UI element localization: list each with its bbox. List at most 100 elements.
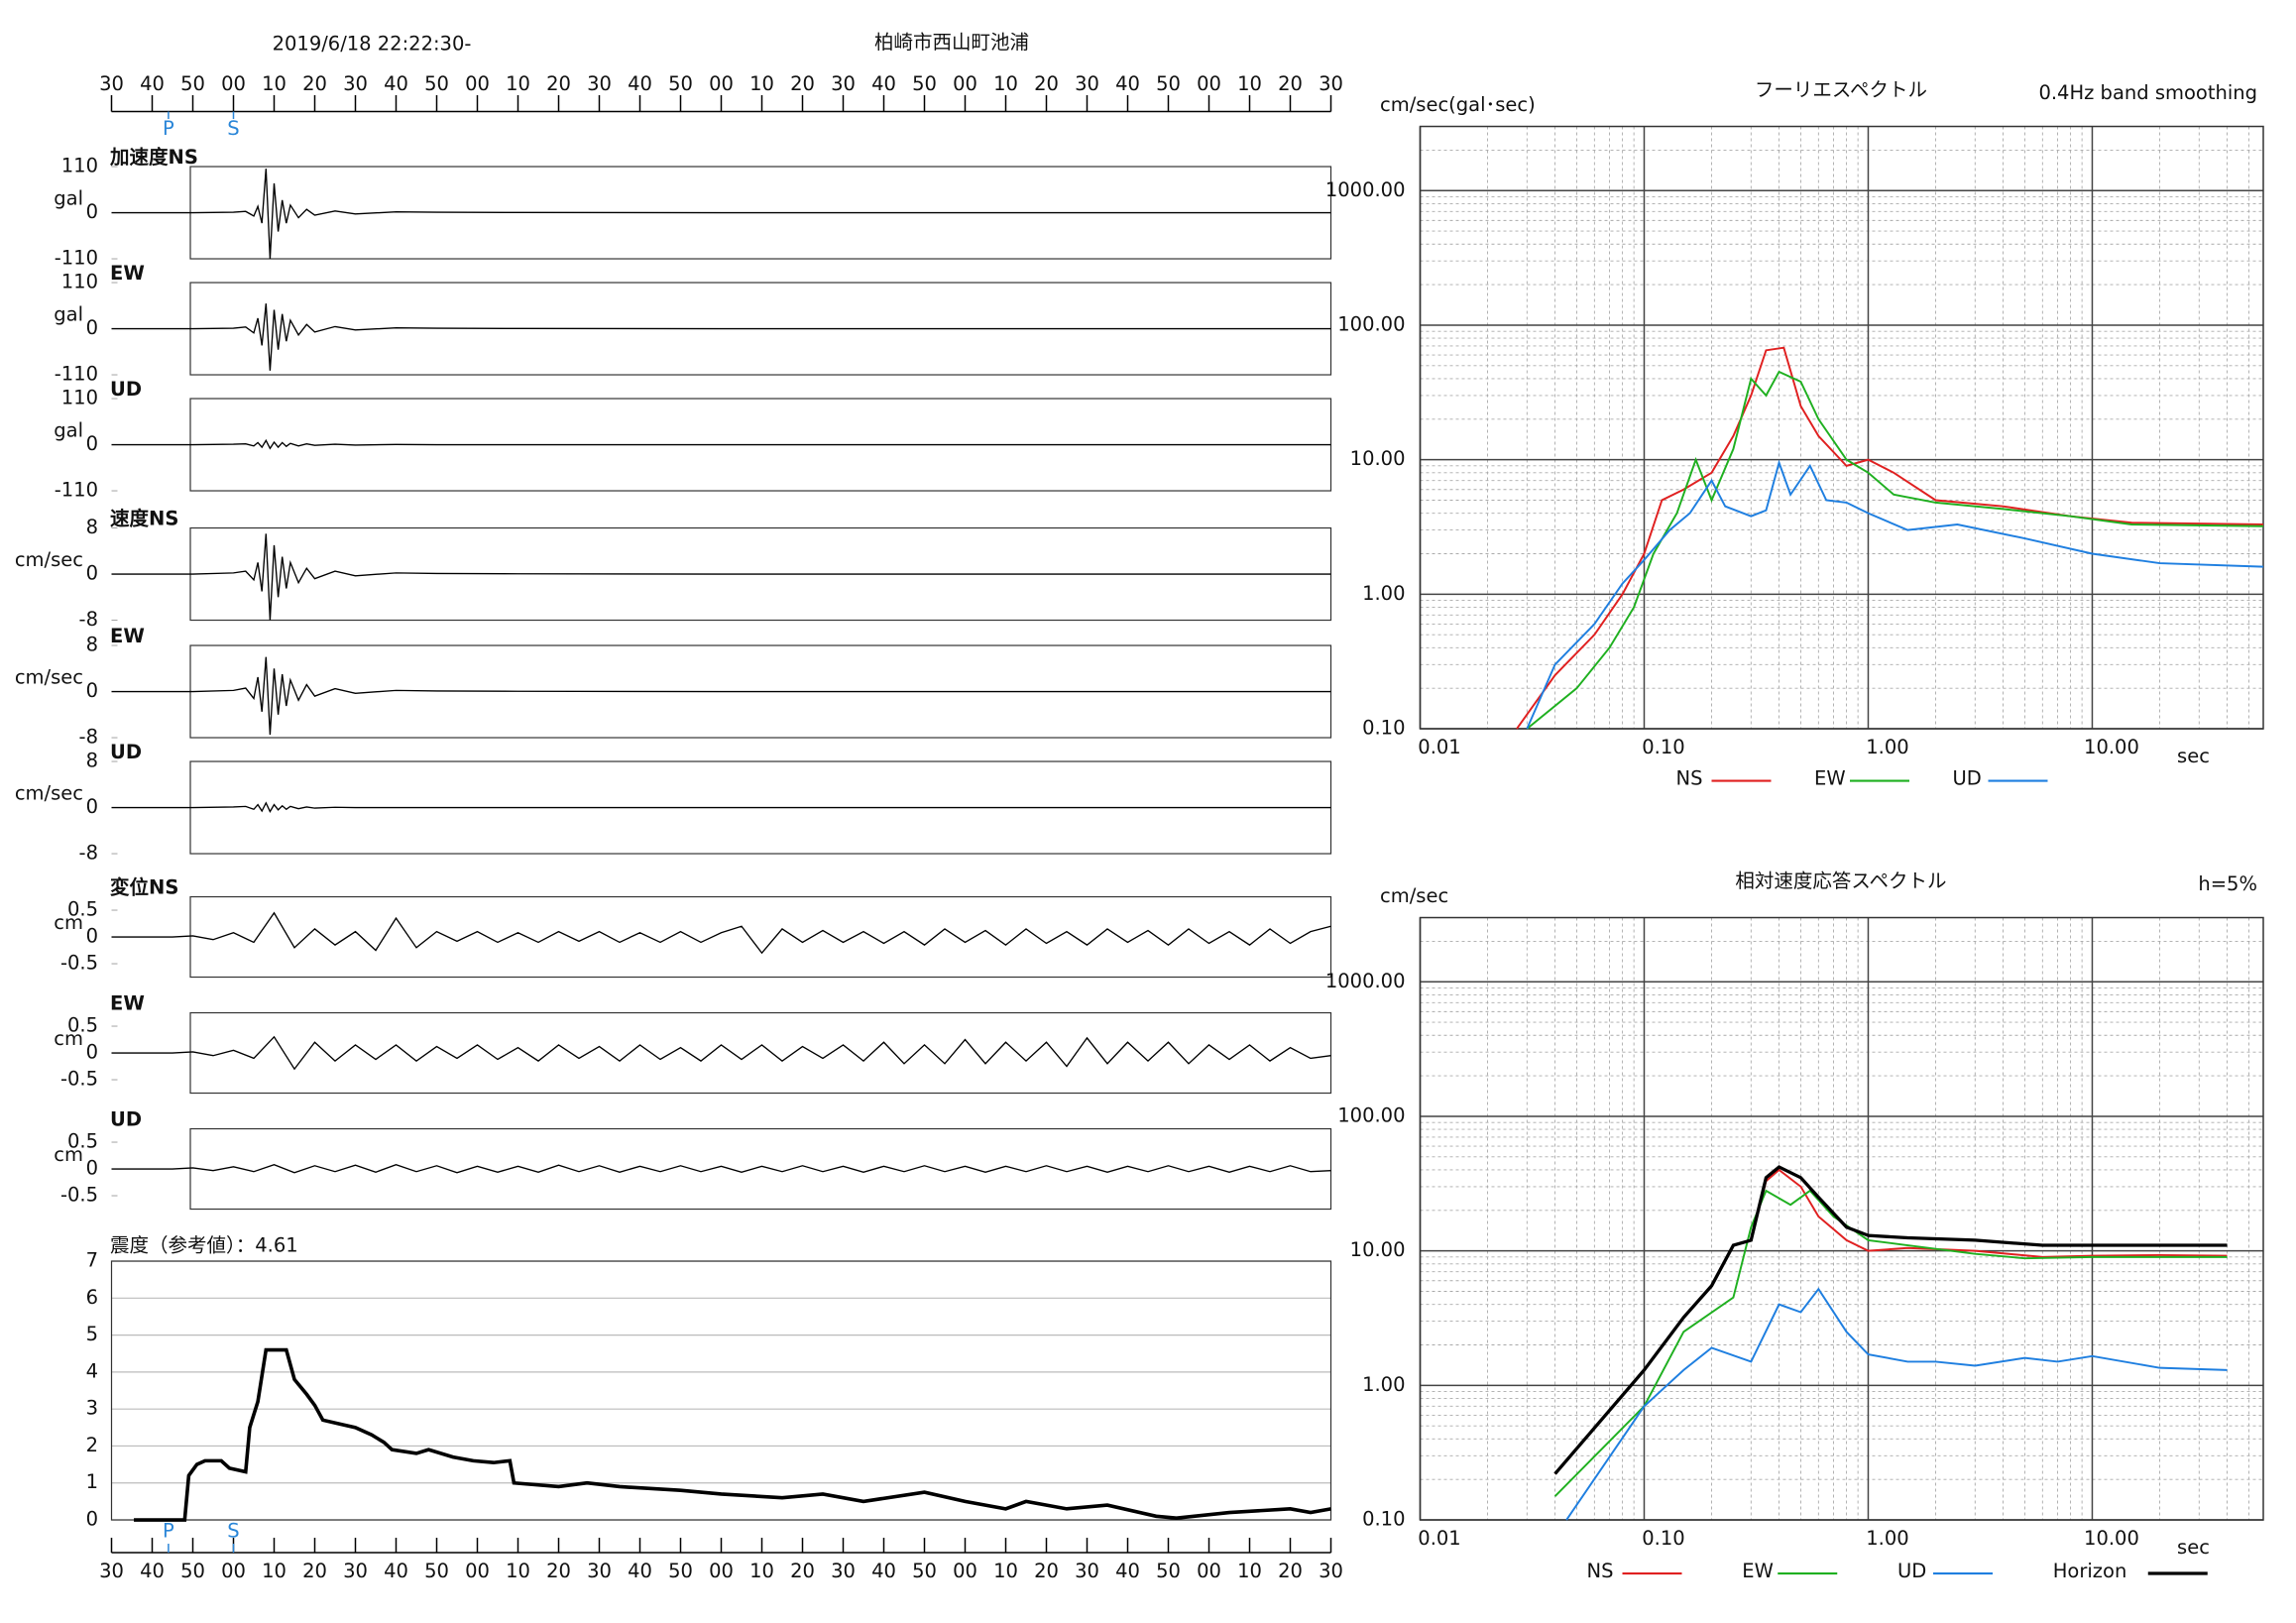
y-tick-label: 110 xyxy=(61,387,98,409)
time-tick-label: 30 xyxy=(831,1560,856,1582)
spectrum-line xyxy=(1553,1165,2228,1475)
panel-label: EW xyxy=(110,625,145,647)
time-tick-label: 10 xyxy=(262,72,287,95)
plot-frame xyxy=(1419,125,2264,730)
y-tick-label: -0.5 xyxy=(60,1068,98,1091)
legend-label: EW xyxy=(1742,1560,1774,1582)
x-tick-label: 0.01 xyxy=(1418,736,1460,758)
component-label: EW xyxy=(110,625,145,647)
time-tick-label: 10 xyxy=(1237,1560,1262,1582)
x-tick-label: 10.00 xyxy=(2084,736,2139,758)
y-tick-label: 8 xyxy=(86,516,98,538)
legend-label: Horizon xyxy=(2053,1560,2127,1582)
unit-label: cm xyxy=(54,911,83,934)
panel-frame xyxy=(189,895,1332,979)
time-tick-label: 30 xyxy=(1075,72,1099,95)
y-tick-label: 1000.00 xyxy=(1325,178,1406,201)
y-tick-label: 0.10 xyxy=(1362,717,1405,740)
spectrum-line xyxy=(1553,1168,2228,1475)
legend-label: UD xyxy=(1897,1560,1926,1582)
time-tick-label: 10 xyxy=(993,1560,1018,1582)
waveform xyxy=(111,438,1331,450)
phase-label: S xyxy=(227,1520,239,1543)
unit-label: cm/sec xyxy=(15,666,83,689)
time-tick-label: 00 xyxy=(1197,1560,1221,1582)
y-tick-label: 8 xyxy=(86,634,98,656)
spectrum-line xyxy=(1516,346,2264,730)
plot-frame xyxy=(1419,916,2264,1521)
time-tick-label: 20 xyxy=(1278,72,1303,95)
x-tick-label: 0.10 xyxy=(1642,736,1684,758)
unit-label: cm/sec xyxy=(15,782,83,805)
y-tick-label: 0 xyxy=(86,316,98,339)
quantity-label: 加速度 xyxy=(109,146,169,169)
y-tick-label: 100.00 xyxy=(1337,1103,1405,1126)
time-tick-label: 50 xyxy=(1156,72,1181,95)
y-tick-label: 3 xyxy=(86,1397,98,1420)
spectrum-title: 相対速度応答スペクトル xyxy=(1735,869,1946,892)
time-tick-label: 00 xyxy=(221,72,246,95)
time-tick-label: 30 xyxy=(99,72,124,95)
legend-label: NS xyxy=(1587,1560,1614,1582)
time-tick-label: 40 xyxy=(1115,1560,1140,1582)
x-tick-label: 1.00 xyxy=(1866,736,1908,758)
time-tick-label: 00 xyxy=(953,72,977,95)
time-tick-label: 10 xyxy=(506,72,530,95)
unit-label: gal xyxy=(54,303,83,326)
phase-label: S xyxy=(227,117,239,140)
time-tick-label: 40 xyxy=(628,72,652,95)
time-tick-label: 40 xyxy=(140,72,165,95)
time-tick-label: 30 xyxy=(587,72,612,95)
spectrum-line xyxy=(1526,459,2264,730)
y-tick-label: -8 xyxy=(79,726,98,749)
y-tick-label: -110 xyxy=(55,247,98,270)
y-tick-label: 6 xyxy=(86,1286,98,1309)
time-tick-label: 40 xyxy=(628,1560,652,1582)
y-tick-label: 0 xyxy=(86,1157,98,1180)
y-tick-label: 1000.00 xyxy=(1325,970,1406,992)
y-tick-label: 0 xyxy=(86,679,98,702)
panel-frame xyxy=(110,1260,1332,1521)
y-tick-label: -8 xyxy=(79,608,98,631)
time-tick-label: 20 xyxy=(790,1560,815,1582)
x-tick-label: 0.01 xyxy=(1418,1527,1460,1550)
y-tick-label: 110 xyxy=(61,271,98,293)
waveform xyxy=(111,1163,1331,1174)
x-axis-label: sec xyxy=(2177,745,2210,767)
waveform xyxy=(111,533,1331,621)
time-tick-label: 20 xyxy=(1278,1560,1303,1582)
time-tick-label: 40 xyxy=(871,72,896,95)
spectrum-line xyxy=(1553,1189,2228,1497)
intensity-title: 震度（参考値）：4.61 xyxy=(110,1234,298,1257)
waveform xyxy=(111,911,1331,955)
waveform xyxy=(111,169,1331,260)
y-tick-label: -0.5 xyxy=(60,952,98,975)
waveform xyxy=(111,1035,1331,1071)
time-tick-label: 50 xyxy=(424,72,449,95)
y-tick-label: 0.5 xyxy=(67,1014,98,1037)
component-label: UD xyxy=(110,1107,142,1130)
time-tick-label: 20 xyxy=(302,1560,327,1582)
y-tick-label: 4 xyxy=(86,1359,98,1382)
y-tick-label: 8 xyxy=(86,750,98,772)
y-tick-label: 0 xyxy=(86,432,98,455)
waveform xyxy=(111,656,1331,736)
panel-label: 変位NS xyxy=(110,875,178,898)
intensity-line xyxy=(134,1347,1331,1522)
time-tick-label: 50 xyxy=(912,72,937,95)
y-tick-label: -0.5 xyxy=(60,1184,98,1207)
time-tick-label: 30 xyxy=(1075,1560,1099,1582)
x-axis-label: sec xyxy=(2177,1536,2210,1559)
y-tick-label: 0.10 xyxy=(1362,1508,1405,1531)
y-tick-label: 0.5 xyxy=(67,1130,98,1153)
y-tick-label: 2 xyxy=(86,1434,98,1456)
time-tick-label: 50 xyxy=(424,1560,449,1582)
time-tick-label: 00 xyxy=(709,1560,734,1582)
time-tick-label: 20 xyxy=(546,1560,571,1582)
time-tick-label: 10 xyxy=(262,1560,287,1582)
component-label: EW xyxy=(110,991,145,1014)
spectrum-line xyxy=(1565,1287,2228,1521)
time-tick-label: 30 xyxy=(343,72,368,95)
panel-frame xyxy=(189,1127,1332,1211)
